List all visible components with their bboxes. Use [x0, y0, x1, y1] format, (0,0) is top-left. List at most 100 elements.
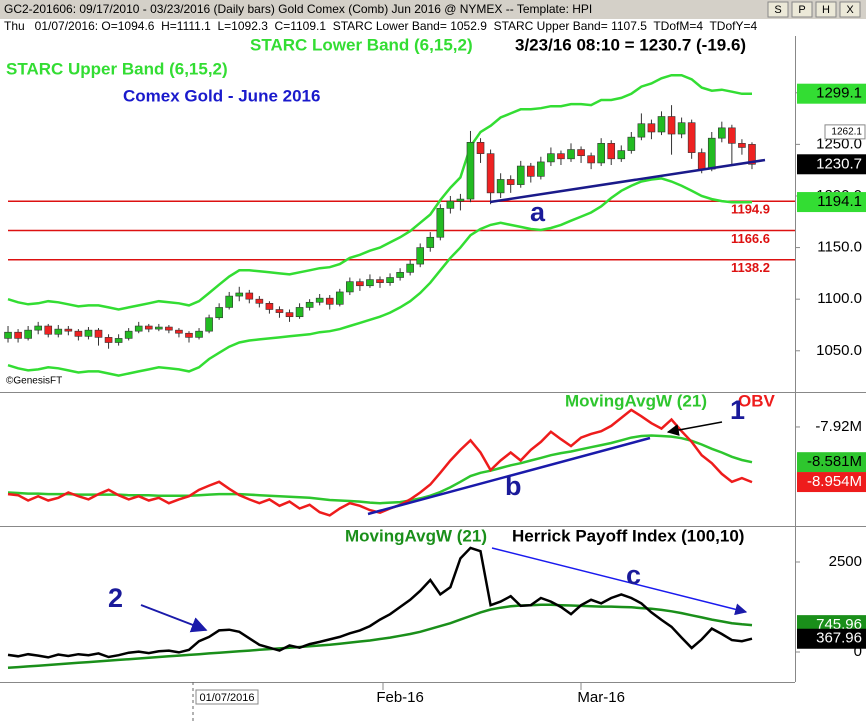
window-buttons: S P H X: [767, 1, 861, 18]
candle-body: [4, 331, 12, 339]
candle-body: [677, 122, 686, 135]
series-line: [7, 177, 753, 377]
cursor-box: [195, 689, 259, 705]
candle-body: [687, 122, 696, 153]
candle-body: [195, 330, 203, 338]
candle-body: [356, 281, 364, 287]
candle-body: [537, 161, 545, 177]
button[interactable]: [791, 1, 813, 18]
candle-body: [587, 155, 595, 164]
annotation: 1: [730, 395, 745, 425]
button-label[interactable]: P: [798, 4, 805, 16]
series-line: [7, 546, 753, 659]
candle-body: [175, 329, 183, 334]
candle-body: [54, 328, 63, 335]
level-label: 1138.2: [731, 260, 770, 275]
candle-body: [14, 331, 22, 339]
title-bar: [0, 0, 866, 19]
trendline: [491, 547, 748, 616]
candle-body: [104, 337, 113, 343]
x-tick-label: Mar-16: [577, 689, 625, 706]
candle-body: [486, 153, 495, 194]
arrow: [140, 604, 208, 633]
candle-body: [205, 317, 213, 332]
candle-body: [617, 150, 626, 160]
candle-body: [396, 272, 404, 278]
series-line: [7, 408, 753, 517]
candle-body: [94, 329, 103, 338]
candle-body: [235, 292, 244, 297]
y-tick-label: 1150.0: [817, 239, 862, 256]
legend-lower-band: STARC Lower Band (6,15,2): [250, 35, 473, 54]
y-tick-label: 1250.0: [816, 135, 862, 152]
candle-body: [697, 152, 706, 170]
candle-body: [738, 143, 746, 148]
candle-body: [728, 127, 736, 144]
candle-body: [748, 144, 756, 165]
candle-body: [185, 332, 193, 338]
candle-body: [657, 116, 666, 133]
button-label[interactable]: S: [774, 4, 781, 16]
candle-body: [225, 295, 233, 308]
candle-body: [446, 200, 455, 209]
candle-body: [506, 179, 515, 185]
candle-body: [144, 325, 153, 330]
candle-body: [436, 208, 445, 238]
candle-body: [245, 292, 254, 300]
candle-body: [255, 298, 264, 304]
price-marker-box: [824, 124, 866, 140]
price-marker-label: 1262.1: [831, 127, 862, 138]
plot-area: 1050.01100.01150.01200.01250.01300.0-7.9…: [4, 73, 866, 706]
button[interactable]: [839, 1, 861, 18]
candle-body: [325, 297, 334, 305]
candle-body: [44, 325, 53, 335]
candle-body: [667, 116, 676, 135]
candle-body: [707, 137, 716, 170]
last-value-box: [797, 154, 866, 175]
trendline: [489, 158, 766, 204]
window-title: GC2-201606: 09/17/2010 - 03/23/2016 (Dai…: [4, 2, 592, 16]
candle-body: [275, 309, 284, 313]
candle-body: [647, 123, 656, 133]
candle-body: [366, 279, 374, 287]
arrow: [666, 421, 723, 436]
button-label[interactable]: X: [846, 4, 854, 16]
candle-body: [476, 142, 485, 154]
y-tick-label: -7.92M: [815, 418, 862, 435]
last-value-box: [797, 83, 866, 104]
candle-body: [346, 281, 354, 293]
candle-body: [406, 263, 414, 273]
button-label[interactable]: H: [822, 4, 830, 16]
candle-body: [215, 307, 223, 319]
y-tick-label: 0: [854, 643, 862, 660]
candle-body: [124, 330, 133, 339]
button[interactable]: [815, 1, 837, 18]
candle-body: [426, 236, 435, 248]
last-value-label: 1230.7: [816, 155, 862, 172]
series-line: [7, 603, 753, 670]
annotation: c: [626, 560, 641, 590]
candle-body: [155, 326, 163, 330]
candle-body: [496, 179, 505, 194]
cursor-label: 01/07/2016: [199, 692, 254, 704]
last-value-label: -8.954M: [807, 473, 862, 490]
candle-body: [335, 291, 344, 305]
last-value-label: 367.96: [816, 630, 862, 647]
candle-body: [597, 143, 605, 164]
x-tick-label: Feb-16: [376, 689, 424, 706]
last-value-label: -8.581M: [807, 453, 862, 470]
last-value-label: 1299.1: [816, 85, 862, 102]
candle-body: [134, 325, 143, 332]
level-label: 1166.6: [731, 231, 770, 246]
candle-body: [74, 330, 83, 337]
candle-body: [305, 301, 314, 308]
button[interactable]: [767, 1, 789, 18]
candle-body: [627, 136, 636, 151]
candle-body: [516, 165, 525, 185]
candle-body: [567, 149, 575, 160]
candle-body: [64, 328, 73, 332]
candle-body: [114, 338, 123, 343]
candle-body: [265, 303, 274, 310]
candle-body: [34, 325, 42, 331]
